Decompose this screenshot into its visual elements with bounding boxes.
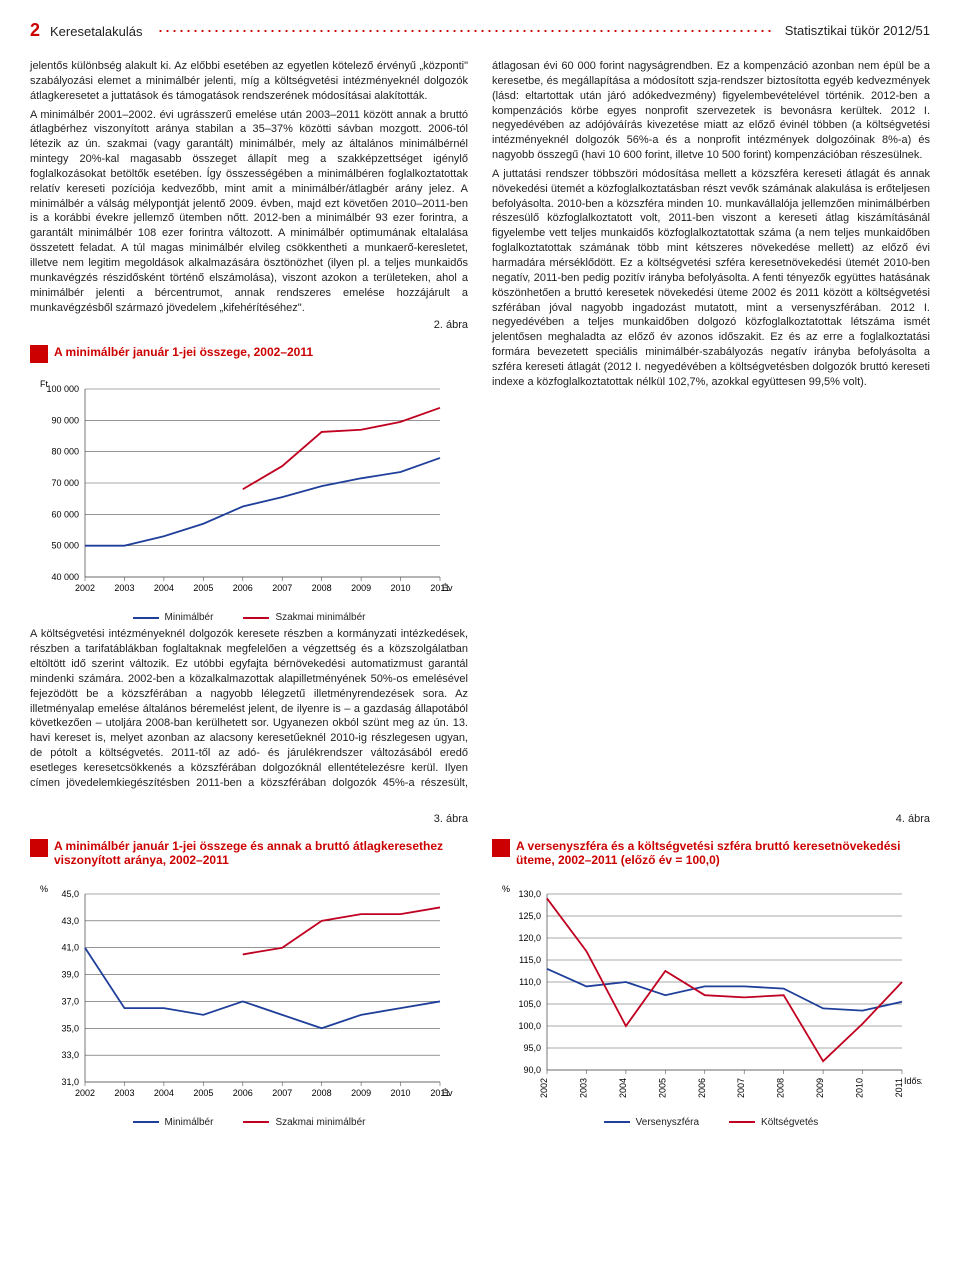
figure-label: 4. ábra [492, 813, 930, 825]
svg-text:%: % [502, 884, 510, 894]
svg-text:31,0: 31,0 [61, 1077, 79, 1087]
body-paragraph: A juttatási rendszer többszöri módosítás… [492, 167, 930, 390]
svg-text:41,0: 41,0 [61, 942, 79, 952]
svg-text:2004: 2004 [618, 1078, 628, 1098]
svg-text:2006: 2006 [697, 1078, 707, 1098]
red-square-icon [30, 345, 48, 363]
svg-text:115,0: 115,0 [519, 955, 541, 965]
svg-text:%: % [40, 884, 48, 894]
svg-text:2002: 2002 [539, 1078, 549, 1098]
page-number: 2 [30, 20, 40, 41]
body-paragraph: jelentős különbség alakult ki. Az előbbi… [30, 59, 468, 104]
red-square-icon [492, 839, 510, 857]
svg-text:Év: Év [442, 583, 453, 593]
svg-text:43,0: 43,0 [61, 916, 79, 926]
figure-label: 3. ábra [30, 813, 468, 825]
chart-title: A minimálbér január 1-jei összege és ann… [54, 839, 468, 868]
svg-text:37,0: 37,0 [61, 996, 79, 1006]
svg-text:Ft: Ft [40, 379, 48, 389]
svg-text:2010: 2010 [391, 1088, 411, 1098]
svg-text:2002: 2002 [75, 1088, 95, 1098]
two-column-body: jelentős különbség alakult ki. Az előbbi… [30, 59, 930, 799]
svg-text:2003: 2003 [578, 1078, 588, 1098]
svg-text:60 000: 60 000 [51, 510, 79, 520]
svg-text:80 000: 80 000 [51, 447, 79, 457]
bottom-chart-row: 3. ábra A minimálbér január 1-jei összeg… [30, 813, 930, 1132]
svg-text:2002: 2002 [75, 583, 95, 593]
svg-text:2007: 2007 [272, 583, 292, 593]
svg-text:2005: 2005 [193, 1088, 213, 1098]
svg-text:35,0: 35,0 [61, 1023, 79, 1033]
svg-text:2003: 2003 [114, 583, 134, 593]
svg-text:Időszak: Időszak [904, 1076, 922, 1086]
chart-3-block: 3. ábra A minimálbér január 1-jei összeg… [30, 813, 468, 1132]
svg-text:33,0: 33,0 [61, 1050, 79, 1060]
chart-3-legend: Minimálbér Szakmai minimálbér [30, 1117, 468, 1128]
svg-text:2010: 2010 [391, 583, 411, 593]
svg-text:95,0: 95,0 [523, 1043, 541, 1053]
chart-3-svg: 31,0 33,0 35,0 37,0 39,0 41,0 43,0 45,0% 2002 200… [30, 880, 460, 1110]
svg-text:2007: 2007 [736, 1078, 746, 1098]
chart-title: A minimálbér január 1-jei összege, 2002–… [54, 345, 313, 359]
chart-2-block: 2. ábra A minimálbér január 1-jei összeg… [30, 319, 468, 627]
chart-2-svg: 40 000 50 000 60 000 70 000 80 000 90 000 100 … [30, 375, 460, 605]
svg-text:100,0: 100,0 [518, 1021, 541, 1031]
body-paragraph: A minimálbér 2001–2002. évi ugrásszerű e… [30, 108, 468, 316]
svg-text:2009: 2009 [351, 1088, 371, 1098]
svg-text:Év: Év [442, 1088, 453, 1098]
svg-text:50 000: 50 000 [51, 541, 79, 551]
svg-text:45,0: 45,0 [61, 889, 79, 899]
svg-text:2011: 2011 [894, 1078, 904, 1097]
svg-text:2008: 2008 [776, 1078, 786, 1098]
svg-text:2004: 2004 [154, 1088, 174, 1098]
svg-text:105,0: 105,0 [518, 999, 541, 1009]
svg-text:2010: 2010 [855, 1078, 865, 1098]
figure-label: 2. ábra [30, 319, 468, 331]
dotted-rule [157, 29, 771, 33]
svg-text:2006: 2006 [233, 583, 253, 593]
red-square-icon [30, 839, 48, 857]
chart-title: A versenyszféra és a költségvetési szfér… [516, 839, 930, 868]
svg-text:110,0: 110,0 [519, 977, 541, 987]
section-title: Keresetalakulás [50, 24, 143, 39]
svg-text:70 000: 70 000 [51, 478, 79, 488]
svg-text:2005: 2005 [193, 583, 213, 593]
svg-text:90 000: 90 000 [51, 416, 79, 426]
svg-text:2004: 2004 [154, 583, 174, 593]
svg-text:2009: 2009 [815, 1078, 825, 1098]
svg-text:125,0: 125,0 [518, 911, 541, 921]
svg-text:2003: 2003 [114, 1088, 134, 1098]
svg-text:40 000: 40 000 [51, 572, 79, 582]
svg-text:100 000: 100 000 [46, 384, 79, 394]
svg-text:2009: 2009 [351, 583, 371, 593]
svg-text:2006: 2006 [233, 1088, 253, 1098]
svg-text:39,0: 39,0 [61, 969, 79, 979]
svg-text:90,0: 90,0 [523, 1065, 541, 1075]
chart-2-legend: Minimálbér Szakmai minimálbér [30, 612, 468, 623]
chart-4-legend: Versenyszféra Költségvetés [492, 1117, 930, 1128]
chart-4-block: 4. ábra A versenyszféra és a költségveté… [492, 813, 930, 1132]
header-bar: 2 Keresetalakulás Statisztikai tükör 201… [30, 20, 930, 41]
svg-text:2007: 2007 [272, 1088, 292, 1098]
chart-4-svg: 90,0 95,0 100,0 105,0 110,0 115,0 120,0 125,0 13… [492, 880, 922, 1110]
svg-text:130,0: 130,0 [518, 889, 541, 899]
svg-text:2005: 2005 [657, 1078, 667, 1098]
svg-text:2008: 2008 [312, 583, 332, 593]
publication-title: Statisztikai tükör 2012/51 [785, 23, 930, 38]
svg-text:2008: 2008 [312, 1088, 332, 1098]
svg-text:120,0: 120,0 [518, 933, 541, 943]
